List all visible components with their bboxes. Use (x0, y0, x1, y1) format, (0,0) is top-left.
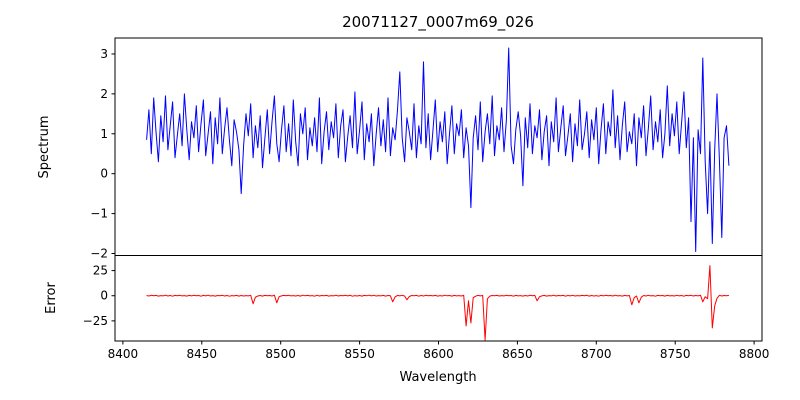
spectrum-line (146, 47, 730, 252)
y-tick-label: 3 (100, 47, 108, 61)
error-y-axis-label: Error (44, 282, 59, 314)
y-tick-label: 1 (100, 127, 108, 141)
x-tick-label: 8500 (265, 347, 296, 361)
y-tick-label: 0 (100, 289, 108, 303)
x-tick-label: 8550 (344, 347, 375, 361)
y-tick-label: 0 (100, 167, 108, 181)
x-tick-label: 8800 (739, 347, 770, 361)
x-tick-label: 8750 (660, 347, 691, 361)
y-tick-label: 2 (100, 87, 108, 101)
error-line (146, 265, 729, 341)
x-tick-label: 8700 (581, 347, 612, 361)
error-axes-box (114, 255, 763, 342)
x-tick-label: 8400 (108, 347, 139, 361)
spectrum-y-axis-label: Spectrum (37, 116, 52, 179)
y-tick-label: −25 (83, 314, 108, 328)
plot-area: 3 2 1 0 −1 −2 25 0 −25 8400 8450 8500 8550 8600 8650 87… (83, 37, 770, 361)
x-tick-label: 8450 (187, 347, 218, 361)
chart-title: 20071127_0007m69_026 (342, 13, 534, 32)
x-tick-label: 8650 (502, 347, 533, 361)
x-axis-label: Wavelength (399, 370, 476, 385)
y-tick-label: 25 (93, 264, 108, 278)
y-tick-label: −1 (90, 207, 108, 221)
x-tick-label: 8600 (423, 347, 454, 361)
y-tick-label: −2 (90, 247, 108, 261)
